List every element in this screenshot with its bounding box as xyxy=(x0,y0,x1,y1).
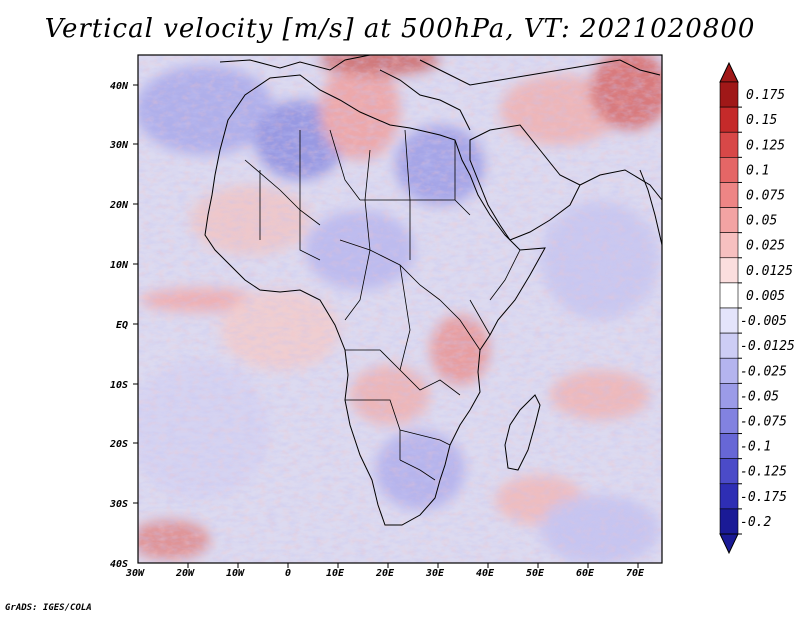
lon-label-60E: 60E xyxy=(576,568,595,579)
colorbar-label: 0.175 xyxy=(746,88,785,103)
lat-label-10S: 10S xyxy=(110,380,128,391)
colorbar-label: -0.2 xyxy=(740,515,771,530)
lat-label-30N: 30N xyxy=(109,140,129,151)
colorbar-box xyxy=(719,332,739,359)
lon-label-30E: 30E xyxy=(425,568,445,579)
colorbar-label: 0.025 xyxy=(746,239,785,254)
colorbar-box xyxy=(719,232,739,259)
colorbar-label: -0.125 xyxy=(740,465,787,480)
coastlines-and-borders xyxy=(204,55,662,526)
asia-coast xyxy=(579,59,662,201)
vertical-velocity-field xyxy=(138,55,662,563)
colorbar-labels: 0.175 0.15 0.125 0.1 0.075 0.05 0.025 0.0125 0.0… xyxy=(738,88,795,535)
lon-label-70E: 70E xyxy=(626,568,645,579)
colorbar-label: -0.025 xyxy=(740,364,787,379)
colorbar-box xyxy=(719,408,739,434)
colorbar-label: 0.125 xyxy=(746,138,785,153)
colorbar-label: -0.075 xyxy=(740,415,787,430)
colorbar-min-triangle xyxy=(719,533,739,555)
colorbar-boxes xyxy=(719,81,739,535)
lat-label-40N: 40N xyxy=(110,81,129,92)
madagascar-coastline xyxy=(504,394,541,471)
colorbar-label: 0.05 xyxy=(746,214,777,229)
colorbar-label: 0.075 xyxy=(746,189,785,204)
map-frame xyxy=(137,54,663,564)
colorbar-box xyxy=(719,508,739,535)
colorbar-box xyxy=(719,182,739,208)
colorbar-box xyxy=(719,131,739,158)
colorbar-label: -0.175 xyxy=(740,490,787,505)
india-coast xyxy=(639,169,662,246)
arabian-peninsula xyxy=(469,124,581,241)
colorbar-box xyxy=(719,81,739,108)
lat-label-20N: 20N xyxy=(109,200,129,211)
grads-credit: GrADS: IGES/COLA xyxy=(5,603,92,613)
country-borders xyxy=(244,129,521,481)
colorbar-box xyxy=(719,157,739,183)
colorbar-box xyxy=(719,307,739,334)
lon-label-50E: 50E xyxy=(526,568,545,579)
colorbar-box xyxy=(719,483,739,510)
lat-label-40S: 40S xyxy=(110,559,128,570)
lat-label-10N: 10N xyxy=(110,260,129,271)
colorbar: 0.175 0.15 0.125 0.1 0.075 0.05 0.025 0.0125 0.0… xyxy=(719,61,795,555)
lon-label-10E: 10E xyxy=(326,568,345,579)
colorbar-box xyxy=(719,282,739,309)
colorbar-box xyxy=(719,207,739,233)
colorbar-label: 0.1 xyxy=(746,163,769,178)
colorbar-label: -0.1 xyxy=(740,440,771,455)
colorbar-max-triangle xyxy=(719,61,739,83)
lon-label-30W: 30W xyxy=(125,568,145,579)
lat-label-30S: 30S xyxy=(109,499,128,510)
colorbar-label: 0.0125 xyxy=(746,264,793,279)
longitude-axis: 30W 20W 10W 0 10E 20E 30E 40E 50E 60E 70… xyxy=(125,563,645,579)
lat-label-eq: EQ xyxy=(116,320,128,331)
lat-label-20S: 20S xyxy=(109,439,128,450)
colorbar-box xyxy=(719,433,739,459)
map-title: Vertical velocity [m/s] at 500hPa, VT: 2… xyxy=(44,14,756,44)
europe-coast xyxy=(219,55,621,131)
colorbar-label: -0.0125 xyxy=(740,339,795,354)
lon-label-0: 0 xyxy=(285,568,291,579)
colorbar-label: 0.15 xyxy=(746,113,777,128)
colorbar-label: -0.005 xyxy=(740,314,787,329)
lon-label-20E: 20E xyxy=(375,568,395,579)
lon-label-20W: 20W xyxy=(175,568,195,579)
colorbar-label: -0.05 xyxy=(740,389,779,404)
colorbar-label: 0.005 xyxy=(746,289,785,304)
colorbar-box xyxy=(719,106,739,133)
lon-label-40E: 40E xyxy=(476,568,495,579)
colorbar-box xyxy=(719,383,739,409)
colorbar-box xyxy=(719,458,739,485)
colorbar-box xyxy=(719,257,739,284)
latitude-axis: 40N 30N 20N 10N EQ 10S 20S 30S 40S xyxy=(109,81,138,570)
colorbar-box xyxy=(719,357,739,384)
lon-label-10W: 10W xyxy=(226,568,245,579)
